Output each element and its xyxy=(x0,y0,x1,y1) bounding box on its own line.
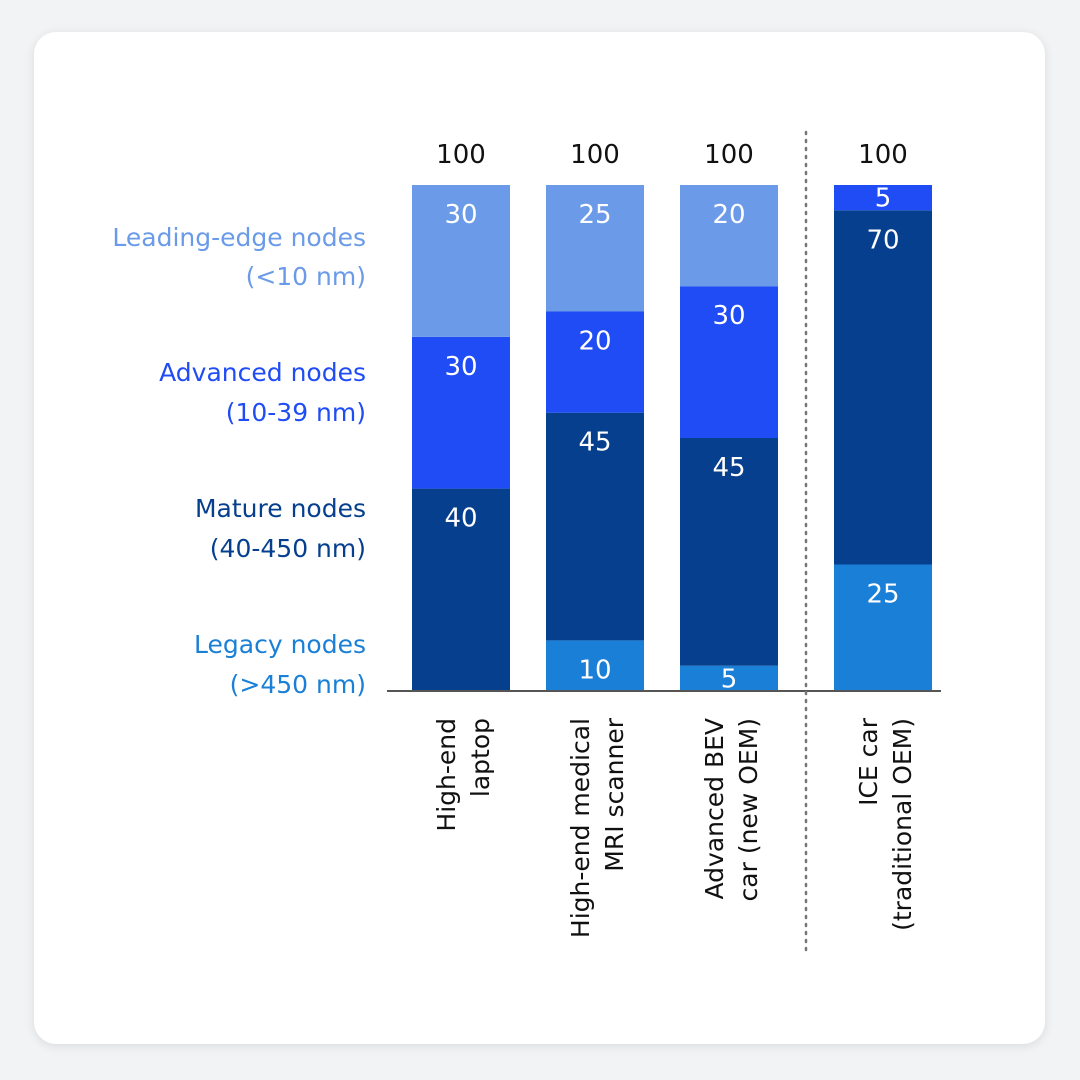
bar-segment xyxy=(834,185,932,211)
category-label-line: Advanced BEV xyxy=(700,718,729,899)
bar-value-label: 5 xyxy=(875,184,892,214)
legend-label: Advanced nodes xyxy=(159,358,366,387)
category-label-line: laptop xyxy=(466,718,495,797)
category-label-line: High-end xyxy=(432,718,461,832)
legend-label: (40-450 nm) xyxy=(210,534,366,563)
category-label: ICE car (traditional OEM) xyxy=(854,717,917,931)
bar-value-label: 45 xyxy=(712,453,745,483)
bar-segment xyxy=(680,185,778,287)
category-label-line: (traditional OEM) xyxy=(888,718,917,931)
bar-value-label: 20 xyxy=(578,327,611,357)
legend-label: Legacy nodes xyxy=(194,630,366,659)
bar-value-label: 20 xyxy=(712,200,745,230)
legend-label: (<10 nm) xyxy=(246,262,366,291)
bar-segment xyxy=(412,185,510,337)
bar-value-label: 30 xyxy=(444,352,477,382)
bar-value-label: 25 xyxy=(866,580,899,610)
bar-value-label: 40 xyxy=(444,504,477,534)
bar-value-label: 10 xyxy=(578,655,611,685)
bar-value-label: 5 xyxy=(721,664,738,694)
bar-total-label: 100 xyxy=(436,140,486,170)
category-label: High-end laptop xyxy=(432,718,495,832)
bar-value-label: 30 xyxy=(712,301,745,331)
bar-total-label: 100 xyxy=(570,140,620,170)
category-label: High-end medical MRI scanner xyxy=(566,717,629,938)
bar-segment xyxy=(546,640,644,691)
bar-value-label: 70 xyxy=(866,225,899,255)
legend-label: Leading-edge nodes xyxy=(112,223,366,252)
bar-value-label: 45 xyxy=(578,428,611,458)
category-label-line: MRI scanner xyxy=(600,717,629,871)
category-label-line: ICE car xyxy=(854,717,883,806)
category-label-line: High-end medical xyxy=(566,718,595,938)
bar-segment xyxy=(834,564,932,691)
bar-segment xyxy=(546,311,644,413)
bar-segment xyxy=(546,185,644,312)
category-label: Advanced BEV car (new OEM) xyxy=(700,718,763,901)
bar-segment xyxy=(680,438,778,666)
legend-label: (>450 nm) xyxy=(230,670,366,699)
bar-segment xyxy=(546,412,644,641)
legend-label: (10-39 nm) xyxy=(226,398,366,427)
bar-segment xyxy=(680,286,778,438)
bar-segment xyxy=(412,488,510,691)
bar-value-label: 25 xyxy=(578,200,611,230)
bar-segment xyxy=(412,336,510,489)
bar-value-label: 30 xyxy=(444,200,477,230)
category-label-line: car (new OEM) xyxy=(734,718,763,901)
bar-total-label: 100 xyxy=(704,140,754,170)
legend-label: Mature nodes xyxy=(195,494,366,523)
bar-segment xyxy=(680,665,778,691)
bar-total-label: 100 xyxy=(858,140,908,170)
bar-segment xyxy=(834,210,932,565)
